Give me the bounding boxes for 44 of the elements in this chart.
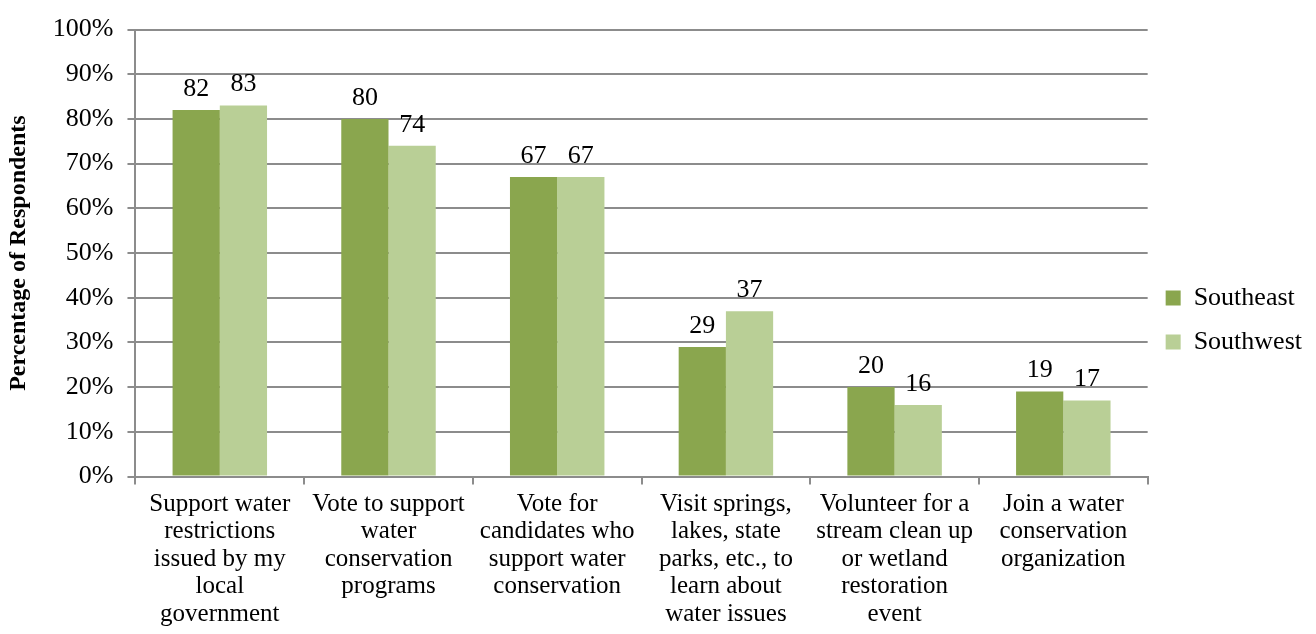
data-label: 16 [905, 367, 932, 397]
data-label: 37 [736, 273, 763, 303]
bar [509, 177, 558, 476]
data-label: 20 [857, 349, 884, 379]
bar [894, 405, 942, 476]
bar [388, 145, 436, 476]
y-tick-label: 0% [78, 460, 114, 490]
y-tick-label: 30% [65, 326, 114, 356]
bar [219, 105, 268, 476]
y-tick-label: 10% [65, 415, 114, 445]
bar [341, 118, 389, 476]
y-tick-label: 40% [65, 281, 114, 311]
data-label: 74 [399, 108, 426, 138]
bar [172, 110, 220, 476]
y-tick-label: 20% [65, 370, 114, 400]
bar [678, 346, 726, 476]
y-tick-label: 100% [52, 13, 114, 43]
bar [1016, 391, 1064, 476]
y-axis-title: Percentage of Respondents [3, 115, 30, 391]
x-tick-label: Vote for candidates who support water conservation [479, 488, 635, 599]
y-tick-label: 50% [65, 236, 114, 266]
bar [725, 311, 774, 476]
legend-label: Southeast [1193, 281, 1296, 311]
y-tick-label: 60% [65, 192, 114, 222]
data-label: 29 [689, 309, 716, 339]
data-label: 19 [1026, 354, 1053, 384]
bar [1063, 400, 1111, 476]
y-tick-label: 80% [65, 102, 114, 132]
y-tick-label: 70% [65, 147, 114, 177]
data-label: 67 [567, 139, 594, 169]
data-label: 82 [183, 72, 210, 102]
data-label: 17 [1073, 363, 1100, 393]
bar [847, 387, 895, 476]
data-label: 83 [230, 68, 257, 98]
x-tick-label: Vote to support water conservation programs [312, 488, 465, 599]
x-tick-label: Join a water conservation organization [999, 488, 1128, 571]
legend-label: Southwest [1193, 325, 1303, 355]
x-tick-label: Support water restrictions issued by my local government [149, 488, 291, 626]
bar [557, 177, 605, 476]
x-tick-label: Visit springs, lakes, state parks, etc., to learn about water issues [658, 488, 793, 626]
x-tick-label: Volunteer for a stream clean up or wetland restoration event [816, 488, 974, 626]
data-label: 80 [351, 81, 378, 111]
data-label: 67 [520, 139, 547, 169]
y-tick-label: 90% [65, 58, 114, 88]
